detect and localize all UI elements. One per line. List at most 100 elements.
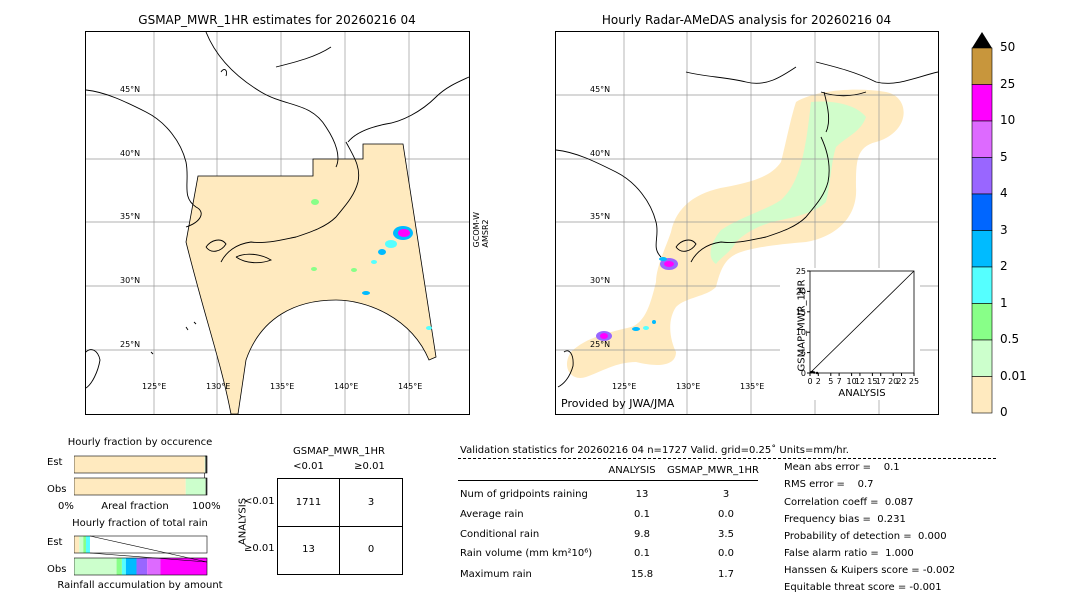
- fraction-bar-frame: [74, 557, 208, 576]
- contingency-row-0: <0.01: [244, 496, 275, 507]
- colorbar: [970, 30, 994, 415]
- cell-0-1: 3: [367, 497, 375, 508]
- colorbar-segment: [971, 157, 993, 195]
- left-map-title: GSMAP_MWR_1HR estimates for 20260216 04: [138, 13, 416, 27]
- right-lat-25: 25°N: [590, 340, 611, 349]
- stat-label-4: Maximum rain: [460, 569, 532, 580]
- fraction-segment: [160, 558, 207, 575]
- fraction-bar-frame: [74, 535, 208, 554]
- scatter-xtick-label: 25: [909, 377, 919, 386]
- fraction-segment: [125, 558, 137, 575]
- radar-coverage-light: [710, 101, 866, 264]
- fraction-segment: [116, 558, 122, 575]
- scatter-xtick-label: 5: [828, 377, 833, 386]
- right-lat-40: 40°N: [590, 149, 611, 158]
- fraction-segment: [121, 558, 126, 575]
- coverage-swath: [185, 143, 437, 414]
- stat-a-1: 0.1: [634, 509, 650, 520]
- stat-a-0: 13: [635, 489, 649, 500]
- colorbar-segment: [971, 84, 993, 122]
- scatter-ytick-label: 25: [796, 268, 806, 276]
- col-gsmap: GSMAP_MWR_1HR: [667, 465, 759, 476]
- scatter-xtick-label: 0: [807, 377, 812, 386]
- stat-g-2: 3.5: [718, 529, 734, 540]
- colorbar-segment: [971, 339, 993, 377]
- scatter-ytick-label: 10: [796, 328, 806, 337]
- contingency-row-1: ≥0.01: [244, 543, 275, 554]
- contingency-col-1: ≥0.01: [354, 461, 385, 472]
- score-6: Hanssen & Kuipers score = -0.002: [784, 565, 956, 576]
- scatter-ytick-label: 5: [801, 349, 806, 358]
- validation-divider: [458, 458, 996, 459]
- scatter-ytick-label: 15: [796, 308, 806, 317]
- stat-a-2: 9.8: [634, 529, 650, 540]
- score-7: Equitable threat score = -0.001: [784, 582, 942, 593]
- colorbar-label: 4: [1000, 186, 1008, 200]
- scatter-point: [812, 371, 816, 374]
- validation-header: Validation statistics for 20260216 04 n=…: [460, 445, 849, 456]
- totalrain-obs-label: Obs: [47, 564, 67, 575]
- left-lon-125: 125°E: [142, 382, 167, 391]
- stat-label-1: Average rain: [460, 509, 524, 520]
- cell-1-1: 0: [367, 544, 375, 555]
- colorbar-label: 1: [1000, 295, 1008, 310]
- cell-1-0: 13: [302, 544, 315, 555]
- fraction-bar-frame: [74, 455, 208, 474]
- stat-a-3: 0.1: [634, 548, 650, 559]
- left-lon-135: 135°E: [270, 382, 295, 391]
- left-lat-45: 45°N: [120, 85, 141, 94]
- scatter-xtick-label: 17: [876, 377, 886, 386]
- left-precip: [311, 199, 432, 330]
- sensor-label: GCOM-W AMSR2: [472, 212, 490, 248]
- left-map-canvas: [86, 32, 469, 414]
- scatter-xtick-label: 22: [896, 377, 906, 386]
- fraction-segment: [74, 456, 205, 473]
- fraction-segment: [185, 478, 206, 495]
- score-3: Frequency bias = 0.231: [784, 514, 906, 525]
- left-lat-40: 40°N: [120, 149, 141, 158]
- colorbar-label: 5: [1000, 149, 1008, 164]
- scatter-xtick-label: 7: [837, 377, 842, 386]
- stat-g-0: 3: [722, 489, 730, 500]
- occurrence-xlabel: Areal fraction: [101, 501, 169, 512]
- scatter-xtick-label: 10: [847, 377, 857, 386]
- scatter-diagonal: [809, 270, 915, 374]
- stat-g-3: 0.0: [718, 548, 734, 559]
- scatter-xtick-label: 15: [867, 377, 877, 386]
- score-2: Correlation coeff = 0.087: [784, 497, 914, 508]
- fraction-segment: [83, 536, 86, 553]
- scatter-ytick-label: 20: [796, 287, 806, 296]
- colorbar-labels: 50 25 10 5 4 3 2 1 0.5 0.01 0: [1000, 30, 1040, 419]
- colorbar-label: 10: [1000, 113, 1016, 127]
- fraction-segment: [136, 558, 148, 575]
- stat-label-2: Conditional rain: [460, 529, 540, 540]
- fraction-guide-line: [89, 535, 208, 563]
- fraction-segment: [74, 558, 117, 575]
- colorbar-canvas: [971, 32, 993, 414]
- colorbar-label: 0.01: [1000, 368, 1027, 383]
- colorbar-segment: [971, 230, 993, 268]
- occurrence-xlabel-left: 0%: [58, 501, 74, 512]
- stat-a-4: 15.8: [630, 569, 654, 580]
- fraction-bar-frame: [74, 477, 208, 496]
- left-lat-35: 35°N: [120, 212, 141, 221]
- right-lon-135: 135°E: [740, 382, 765, 391]
- colorbar-label: 50: [1000, 40, 1016, 54]
- stat-label-0: Num of gridpoints raining: [460, 489, 588, 500]
- score-5: False alarm ratio = 1.000: [784, 548, 914, 559]
- stat-g-1: 0.0: [718, 509, 734, 520]
- left-map: 45°N 40°N 35°N 30°N 25°N 125°E 130°E 135…: [85, 31, 470, 415]
- right-lat-35: 35°N: [590, 212, 611, 221]
- left-lon-140: 140°E: [334, 382, 359, 391]
- scatter-ytick-label: 0: [801, 369, 806, 378]
- occurrence-bars: [74, 455, 208, 496]
- fraction-segment: [85, 536, 90, 553]
- score-0: Mean abs error = 0.1: [784, 462, 900, 473]
- fraction-segment: [74, 536, 80, 553]
- left-coastline: [86, 32, 469, 389]
- occurrence-title: Hourly fraction by occurence: [67, 437, 213, 448]
- totalrain-est-label: Est: [47, 537, 63, 548]
- left-lon-130: 130°E: [206, 382, 231, 391]
- occurrence-xlabel-right: 100%: [192, 501, 221, 512]
- colorbar-segment: [971, 120, 993, 158]
